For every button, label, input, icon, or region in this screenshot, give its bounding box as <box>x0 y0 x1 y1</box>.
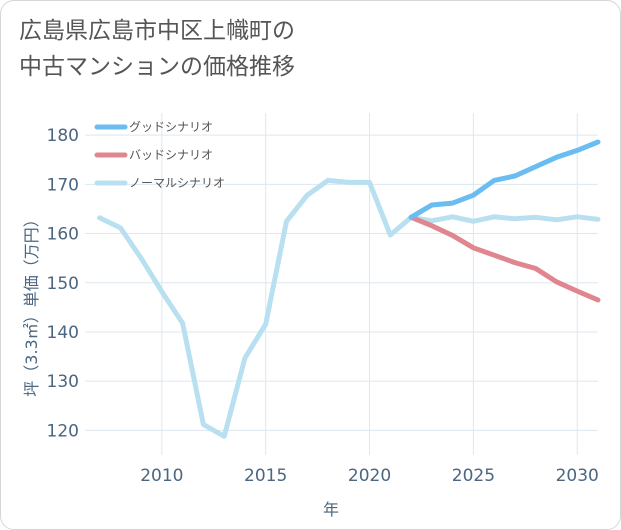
chart-title-line-1: 広島県広島市中区上幟町の <box>19 18 295 44</box>
y-tick-label-180: 180 <box>47 126 79 146</box>
x-tick-label-2015: 2015 <box>244 466 287 486</box>
grid <box>85 113 598 455</box>
legend-label-1: グッドシナリオ <box>129 120 213 134</box>
y-axis-label: 坪（3.3㎡）単価（万円） <box>22 211 41 396</box>
chart-title-line-2: 中古マンションの価格推移 <box>19 54 295 80</box>
chart-title: 広島県広島市中区上幟町の 中古マンションの価格推移 <box>19 13 295 85</box>
y-tick-label-140: 140 <box>47 323 79 343</box>
series-line-1 <box>408 139 601 220</box>
y-axis-ticks: 120 130 140 150 160 170 180 <box>47 126 79 441</box>
y-tick-label-150: 150 <box>47 274 79 294</box>
x-axis-ticks: 2010 2015 2020 2025 2030 <box>140 466 599 486</box>
series-line-3 <box>97 177 601 439</box>
series-lines <box>97 139 601 439</box>
x-tick-label-2020: 2020 <box>348 466 391 486</box>
y-tick-label-170: 170 <box>47 175 79 195</box>
legend-label-3: ノーマルシナリオ <box>129 176 225 190</box>
x-tick-label-2025: 2025 <box>452 466 495 486</box>
y-tick-label-130: 130 <box>47 372 79 392</box>
x-tick-label-2010: 2010 <box>140 466 183 486</box>
legend-label-2: バッドシナリオ <box>129 148 213 162</box>
y-tick-label-160: 160 <box>47 225 79 245</box>
x-tick-label-2030: 2030 <box>556 466 599 486</box>
x-axis-label: 年 <box>323 500 339 519</box>
y-tick-label-120: 120 <box>47 421 79 441</box>
series-line-2 <box>408 214 601 303</box>
